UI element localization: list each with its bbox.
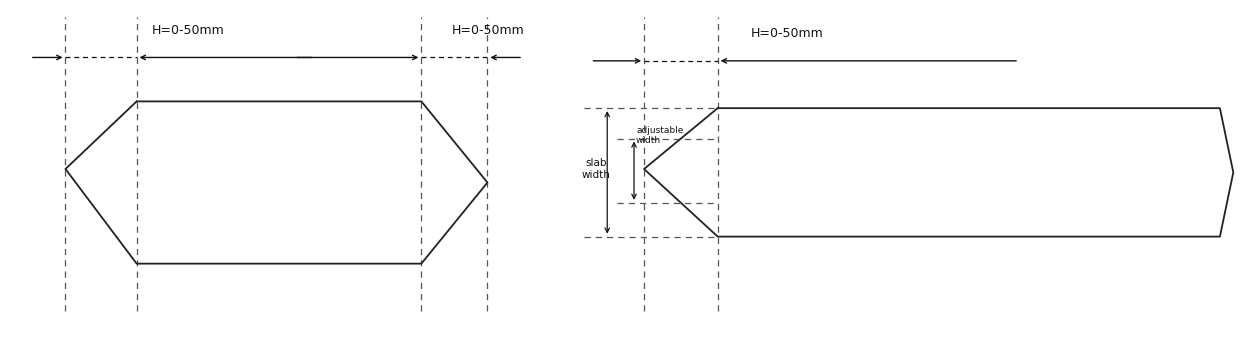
Text: H=0-50mm: H=0-50mm xyxy=(151,24,224,37)
Text: slab
width: slab width xyxy=(582,158,610,180)
Text: adjustable
width: adjustable width xyxy=(636,125,683,145)
Text: H=0-50mm: H=0-50mm xyxy=(751,27,823,40)
Text: H=0-50mm: H=0-50mm xyxy=(451,24,525,37)
